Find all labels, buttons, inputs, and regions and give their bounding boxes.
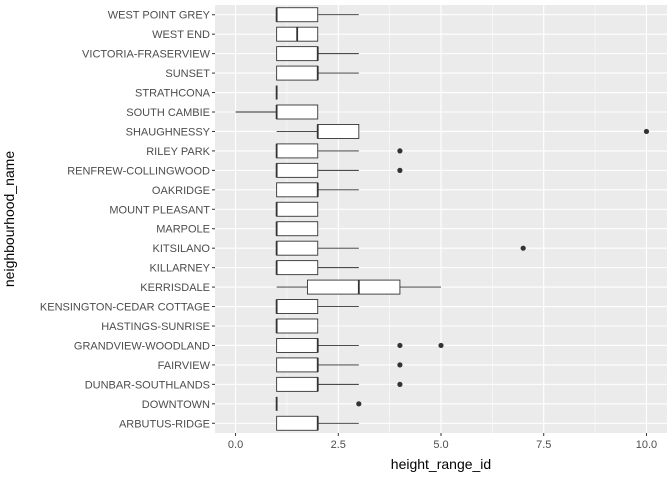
box-iqr bbox=[276, 376, 319, 392]
box-iqr bbox=[276, 7, 319, 23]
boxplot-south-cambie bbox=[235, 104, 319, 120]
boxplot-arbutus-ridge bbox=[276, 415, 359, 431]
outlier-point bbox=[438, 342, 444, 349]
boxplot-sunset bbox=[276, 65, 359, 81]
y-tick-label: WEST POINT GREY bbox=[108, 10, 211, 22]
box-iqr bbox=[317, 124, 360, 139]
box-iqr bbox=[276, 240, 319, 256]
box-iqr bbox=[276, 46, 319, 62]
outlier-point bbox=[397, 148, 403, 154]
box-layer bbox=[235, 7, 650, 431]
boxplot-west-end bbox=[276, 26, 319, 42]
boxplot-dunbar-southlands bbox=[276, 376, 403, 392]
boxplot-kitsilano bbox=[275, 240, 526, 256]
box-iqr bbox=[276, 299, 319, 314]
box-iqr bbox=[276, 357, 319, 373]
boxplot-riley-park bbox=[275, 143, 403, 159]
y-tick-label: DUNBAR-SOUTHLANDS bbox=[85, 379, 210, 391]
boxplot-west-point-grey bbox=[275, 7, 359, 23]
box-iqr bbox=[276, 143, 319, 159]
y-tick-label: VICTORIA-FRASERVIEW bbox=[82, 49, 211, 61]
boxplot-victoria-fraserview bbox=[276, 46, 359, 62]
y-tick-label: OAKRIDGE bbox=[152, 185, 210, 197]
y-tick-label: KENSINGTON-CEDAR COTTAGE bbox=[40, 302, 210, 314]
box-iqr bbox=[276, 221, 319, 237]
y-axis-title: neighbourhood_name bbox=[1, 151, 17, 287]
x-tick-label: 5.0 bbox=[433, 439, 448, 451]
box-iqr bbox=[307, 279, 401, 295]
x-axis-title: height_range_id bbox=[391, 456, 491, 472]
boxplot-oakridge bbox=[276, 182, 359, 198]
boxplot-renfrew-collingwood bbox=[275, 162, 403, 178]
y-tick-label: GRANDVIEW-WOODLAND bbox=[74, 340, 210, 352]
y-tick-label: SUNSET bbox=[165, 68, 210, 80]
outlier-point bbox=[643, 128, 650, 135]
boxplot-downtown bbox=[275, 396, 362, 411]
y-tick-label: KERRISDALE bbox=[140, 282, 210, 294]
boxplot-fairview bbox=[276, 357, 403, 373]
box-iqr bbox=[276, 415, 319, 431]
boxplot-mount-pleasant bbox=[275, 201, 319, 217]
box-iqr bbox=[276, 104, 319, 120]
box-iqr bbox=[276, 260, 319, 276]
y-tick-label: HASTINGS-SUNRISE bbox=[101, 321, 210, 333]
y-tick-label: SOUTH CAMBIE bbox=[126, 107, 210, 119]
boxplot-marpole bbox=[275, 221, 319, 237]
outlier-point bbox=[520, 245, 526, 251]
box-iqr bbox=[276, 162, 319, 178]
grid-layer bbox=[215, 5, 667, 433]
y-tick-label: MARPOLE bbox=[156, 224, 210, 236]
y-tick-label: RENFREW-COLLINGWOOD bbox=[67, 165, 210, 177]
boxplot-hastings-sunrise bbox=[275, 318, 319, 334]
y-tick-label: ARBUTUS-RIDGE bbox=[119, 418, 210, 430]
x-tick-label: 0.0 bbox=[228, 439, 243, 451]
boxplot-killarney bbox=[275, 260, 359, 276]
y-tick-label: KITSILANO bbox=[153, 243, 211, 255]
boxplot-kensington-cedar-cottage bbox=[275, 299, 359, 314]
x-tick-label: 10.0 bbox=[636, 439, 657, 451]
x-tick-label: 2.5 bbox=[331, 439, 346, 451]
x-tick-label: 7.5 bbox=[536, 439, 551, 451]
x-axis-ticks: 0.0 2.5 5.0 7.5 10.0 bbox=[228, 433, 657, 451]
boxplot-shaughnessy bbox=[276, 124, 650, 139]
outlier-point bbox=[397, 167, 403, 173]
y-tick-label: FAIRVIEW bbox=[158, 360, 211, 372]
y-tick-label: STRATHCONA bbox=[135, 88, 211, 100]
y-tick-label: MOUNT PLEASANT bbox=[109, 204, 210, 216]
box-iqr bbox=[276, 65, 319, 81]
boxplot-kerrisdale bbox=[276, 279, 441, 295]
y-tick-label: SHAUGHNESSY bbox=[126, 126, 211, 138]
box-iqr bbox=[276, 318, 319, 334]
box-iqr bbox=[276, 201, 319, 217]
y-tick-label: RILEY PARK bbox=[146, 146, 210, 158]
box-iqr bbox=[276, 182, 319, 198]
y-axis-ticks: ARBUTUS-RIDGE DOWNTOWN DUNBAR-SOUTHLANDS FA… bbox=[40, 10, 215, 430]
outlier-point bbox=[397, 381, 403, 387]
boxplot-grandview-woodland bbox=[276, 338, 444, 353]
outlier-point bbox=[397, 342, 403, 349]
box-iqr bbox=[276, 338, 319, 353]
outlier-point bbox=[356, 401, 362, 407]
y-tick-label: KILLARNEY bbox=[149, 263, 210, 275]
y-tick-label: WEST END bbox=[152, 29, 210, 41]
y-tick-label: DOWNTOWN bbox=[142, 399, 210, 411]
outlier-point bbox=[397, 362, 403, 368]
